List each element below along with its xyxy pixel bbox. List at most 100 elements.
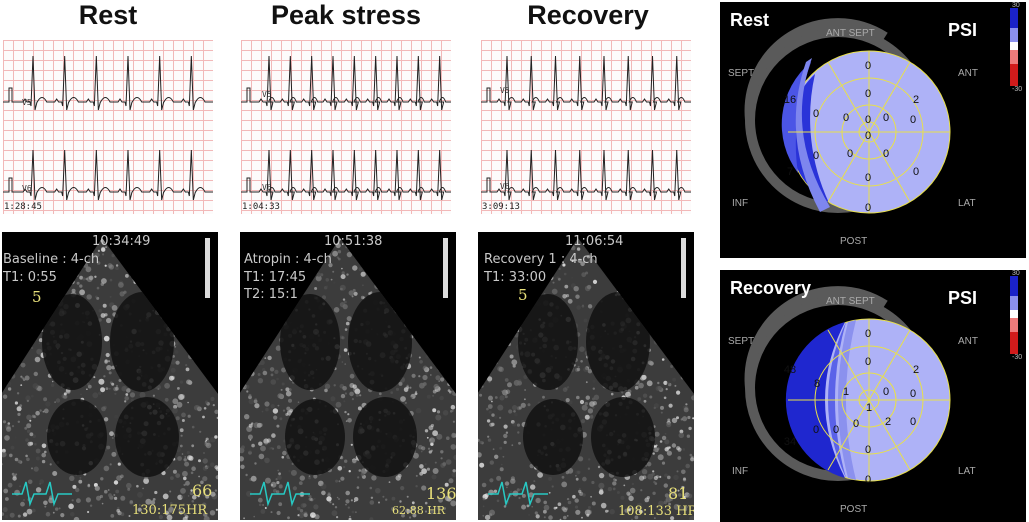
scale-max: 30	[1012, 270, 1020, 277]
recovery-title: Recovery	[527, 0, 649, 30]
dir-inf: INF	[732, 466, 749, 477]
segment-value: 8	[813, 378, 821, 390]
segment-value: 0	[909, 114, 917, 126]
heart-rate: 136	[426, 484, 456, 503]
segment-value: 16	[783, 94, 797, 106]
segment-value: 0	[864, 114, 872, 126]
segment-value: 7	[786, 166, 794, 178]
ecg-rest: V5 V6 1:28:45	[3, 40, 213, 214]
segment-value: 0	[812, 108, 820, 120]
ecg-peak: V5 V6 1:04:33	[241, 40, 451, 214]
echo-clock: 11:06:54	[565, 234, 624, 249]
echo-ecg-trace	[250, 481, 310, 507]
grayscale-bar	[443, 238, 448, 298]
segment-value: 0	[864, 444, 872, 456]
panel-title: Rest	[730, 10, 770, 30]
dir-sept: SEPT	[728, 68, 755, 79]
segment-value: 0	[864, 356, 872, 368]
echo-clock: 10:34:49	[92, 234, 151, 249]
segment-value: 2	[912, 94, 920, 106]
lead-label: V5	[22, 98, 32, 107]
panel-title: Recovery	[730, 278, 812, 298]
psi-panel-recovery: Recovery PSI ANT SEPT ANT SEPT INF LAT P…	[720, 270, 1026, 522]
segment-value: 0	[842, 112, 850, 124]
grayscale-bar	[205, 238, 210, 298]
dir-sept: SEPT	[728, 336, 755, 347]
dir-ant-sept: ANT SEPT	[826, 28, 875, 39]
heart-rate: 66	[192, 481, 213, 500]
segment-value: 0	[912, 166, 920, 178]
segment-value: 1	[842, 386, 850, 398]
echo-view-label: Atropin : 4-ch	[244, 252, 332, 267]
heart-chamber	[591, 397, 655, 477]
segment-value: 0	[909, 388, 917, 400]
lead-label: V5	[262, 90, 272, 99]
segment-value: 0	[852, 418, 860, 430]
heart-chamber	[42, 294, 102, 390]
heart-chamber	[115, 397, 179, 477]
segment-value: 48	[783, 364, 797, 376]
segment-value: 0	[864, 88, 872, 100]
ecg-trace	[481, 55, 691, 111]
ecg-trace	[241, 149, 451, 201]
echo-timer: T1: 0:55	[3, 270, 57, 285]
lead-label: V6	[500, 182, 510, 191]
segment-value: 1	[865, 402, 873, 414]
lead-label: V6	[22, 184, 32, 193]
echo-ecg-trace	[488, 481, 548, 507]
echo-timer: T1: 33:00	[484, 270, 547, 285]
segment-value: 0	[882, 386, 890, 398]
echo-rest: 10:34:49 Baseline : 4-ch T1: 0:55 5 66 1…	[2, 232, 218, 520]
heart-rate-range: 108:133 HR	[618, 504, 694, 519]
heart-chamber	[348, 292, 412, 392]
rest-title: Rest	[78, 0, 138, 30]
segment-value: 34	[783, 436, 797, 448]
segment-value: 0	[832, 424, 840, 436]
psi-label: PSI	[948, 20, 978, 40]
dir-lat: LAT	[958, 198, 976, 209]
echo-view-label: Recovery 1 : 4-ch	[484, 252, 598, 267]
dir-inf: INF	[732, 198, 749, 209]
heart-chamber	[353, 397, 417, 477]
heart-chamber	[47, 399, 107, 475]
echo-ecg-trace	[12, 481, 72, 507]
dir-post: POST	[840, 504, 868, 515]
bullseye-recovery	[744, 276, 1018, 482]
segment-value: 0	[864, 202, 872, 214]
segment-value: 0	[882, 112, 890, 124]
ecg-recovery: V5 V6 3:09:13	[481, 40, 691, 214]
segment-value: 0	[864, 172, 872, 184]
scale-min: -30	[1012, 86, 1023, 93]
ecg-trace	[3, 55, 213, 111]
dir-lat: LAT	[958, 466, 976, 477]
segment-value: 2	[884, 416, 892, 428]
heart-rate-range: 130:175HR	[132, 503, 208, 518]
heart-chamber	[280, 294, 340, 390]
segment-value: 0	[864, 474, 872, 486]
ecg-timestamp: 1:04:33	[242, 202, 280, 212]
segment-value: 0	[864, 60, 872, 72]
heart-chamber	[518, 294, 578, 390]
ecg-trace	[481, 149, 691, 201]
heart-chamber	[285, 399, 345, 475]
echo-clock: 10:51:38	[324, 234, 383, 249]
dir-ant-sept: ANT SEPT	[826, 296, 875, 307]
ecg-timestamp: 1:28:45	[4, 202, 42, 212]
echo-peak: 10:51:38 Atropin : 4-ch T1: 17:45 T2: 15…	[240, 232, 456, 520]
segment-value: 0	[864, 130, 872, 142]
ecg-trace	[241, 55, 451, 111]
bullseye-rest	[744, 8, 1018, 214]
psi-panel-rest: Rest PSI ANT SEPT ANT SEPT INF LAT POST …	[720, 2, 1026, 258]
segment-value: 0	[909, 416, 917, 428]
ecg-timestamp: 3:09:13	[482, 202, 520, 212]
echo-timer-2: T2: 15:1	[244, 287, 298, 302]
dir-post: POST	[840, 236, 868, 247]
lead-label: V6	[262, 183, 272, 192]
grayscale-bar	[681, 238, 686, 298]
heart-chamber	[586, 292, 650, 392]
dir-ant: ANT	[958, 68, 978, 79]
depth-marker: 5	[518, 286, 528, 304]
segment-value: 0	[882, 148, 890, 160]
echo-view-label: Baseline : 4-ch	[3, 252, 100, 267]
segment-value: 0	[812, 424, 820, 436]
